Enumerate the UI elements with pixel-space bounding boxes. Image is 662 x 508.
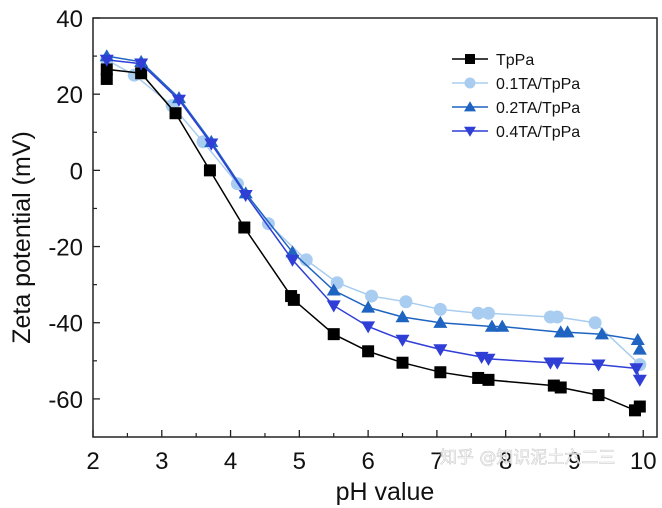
data-point: [395, 334, 410, 347]
data-point: [629, 363, 644, 376]
data-point: [204, 138, 219, 151]
legend-item: TpPa: [452, 52, 534, 69]
series-layer: [99, 49, 647, 417]
x-tick-label: 9: [568, 448, 581, 475]
data-point: [100, 63, 113, 76]
data-point: [632, 374, 647, 387]
legend-item: 0.4TA/TpPa: [452, 124, 580, 141]
legend-label: 0.4TA/TpPa: [496, 124, 580, 141]
data-point: [433, 344, 448, 357]
axis-ticks: 2 3 4 5 6 7 8 9 10 -60 -40 -20 0 20 40: [48, 6, 656, 475]
series-0-4ta-tppa: [99, 54, 647, 387]
x-tick-label: 10: [630, 448, 657, 475]
y-tick-label: 40: [56, 6, 83, 33]
x-tick-label: 3: [155, 448, 168, 475]
x-tick-label: 4: [224, 448, 237, 475]
legend-item: 0.2TA/TpPa: [452, 100, 580, 117]
x-tick-label: 5: [293, 448, 306, 475]
plot-frame: [92, 17, 658, 438]
data-point: [632, 342, 647, 355]
legend-marker: [464, 101, 476, 112]
legend: TpPa 0.1TA/TpPa 0.2TA/TpPa 0.4TA/TpPa: [452, 52, 580, 141]
y-tick-label: -20: [48, 235, 83, 262]
y-tick-label: 0: [70, 158, 83, 185]
y-tick-label: 20: [56, 82, 83, 109]
data-point: [99, 54, 114, 67]
data-point: [361, 300, 376, 313]
data-point: [434, 366, 447, 379]
data-point: [203, 164, 216, 177]
legend-item: 0.1TA/TpPa: [452, 76, 580, 93]
legend-label: TpPa: [496, 52, 534, 69]
y-tick-label: -60: [48, 387, 83, 414]
x-tick-label: 6: [361, 448, 374, 475]
data-point: [327, 328, 340, 341]
data-point: [395, 310, 410, 323]
data-point: [171, 94, 186, 107]
data-point: [433, 315, 448, 328]
data-point: [550, 310, 564, 324]
data-point: [591, 359, 606, 372]
data-point: [238, 189, 253, 203]
data-point: [238, 221, 251, 234]
data-point: [484, 319, 499, 332]
data-point: [135, 67, 148, 80]
x-tick-label: 8: [499, 448, 512, 475]
data-point: [554, 381, 567, 394]
data-point: [481, 353, 496, 366]
x-axis-title: pH value: [336, 478, 435, 506]
data-point: [592, 389, 605, 402]
data-point: [361, 321, 376, 334]
series-tppa: [100, 63, 646, 417]
watermark-text: 知乎 @知识泥土六二三: [440, 448, 615, 468]
data-point: [169, 107, 182, 120]
data-point: [588, 316, 602, 330]
data-point: [594, 327, 609, 340]
data-point: [299, 253, 313, 267]
data-point: [495, 319, 510, 332]
legend-marker: [464, 126, 476, 137]
data-point: [550, 357, 565, 370]
y-tick-label: -40: [48, 311, 83, 338]
data-point: [433, 302, 447, 316]
data-point: [633, 400, 646, 413]
data-point: [134, 58, 149, 71]
data-point: [326, 283, 341, 296]
data-point: [481, 306, 495, 320]
y-axis-title: Zeta potential (mV): [8, 131, 36, 344]
legend-marker: [465, 54, 475, 64]
data-point: [365, 289, 379, 303]
data-point: [472, 371, 485, 384]
data-point: [630, 332, 645, 346]
data-point: [396, 356, 409, 369]
legend-marker: [464, 77, 476, 89]
legend-label: 0.1TA/TpPa: [496, 76, 580, 93]
data-point: [560, 325, 575, 338]
data-point: [285, 254, 300, 267]
data-point: [362, 345, 375, 358]
data-point: [326, 300, 341, 313]
data-point: [399, 295, 413, 309]
data-point: [482, 373, 495, 386]
x-tick-label: 2: [86, 448, 99, 475]
data-point: [100, 72, 113, 85]
data-point: [287, 293, 300, 306]
x-tick-label: 7: [430, 448, 443, 475]
legend-label: 0.2TA/TpPa: [496, 100, 580, 117]
data-point: [471, 306, 485, 320]
